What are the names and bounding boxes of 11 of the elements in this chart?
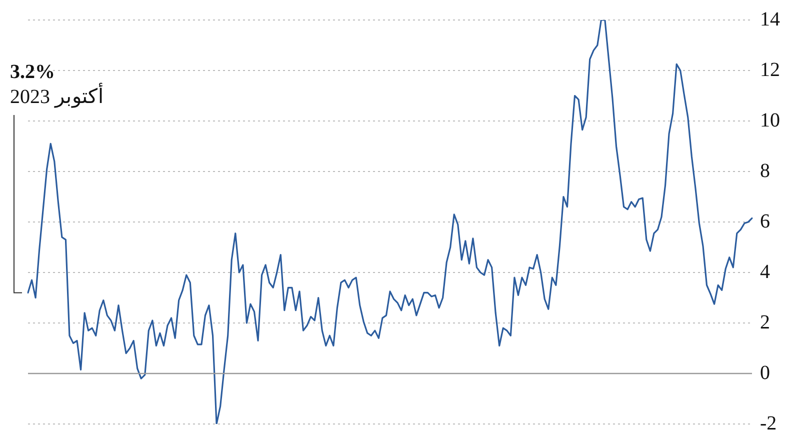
y-tick-label: 4 bbox=[760, 260, 770, 283]
annotation: أكتوبر 2023 bbox=[10, 82, 104, 108]
y-tick-label: 8 bbox=[760, 160, 770, 182]
annotation: 3.2% bbox=[10, 61, 55, 83]
y-tick-label: 0 bbox=[760, 362, 770, 384]
y-tick-label: 10 bbox=[760, 109, 780, 132]
y-tick-label: 14 bbox=[760, 8, 780, 30]
y-tick-label: -2 bbox=[760, 412, 777, 434]
y-tick-label: 2 bbox=[760, 311, 770, 334]
y-tick-label: 6 bbox=[760, 210, 770, 232]
y-tick-label: 12 bbox=[760, 58, 780, 81]
